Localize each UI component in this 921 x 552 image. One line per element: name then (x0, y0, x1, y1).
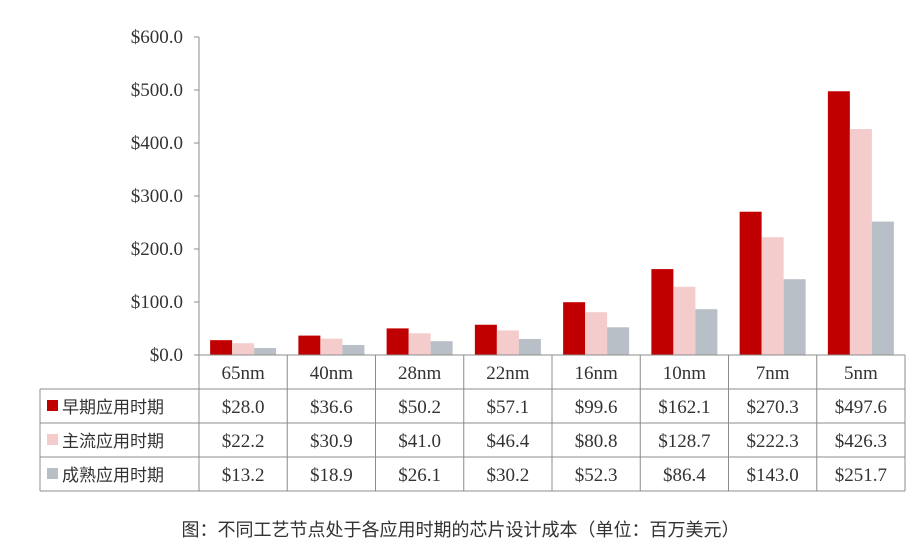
data-label: $52.3 (575, 465, 618, 486)
data-label: $222.3 (747, 431, 799, 452)
bar (585, 312, 608, 355)
legend-swatch (47, 434, 58, 445)
bar (342, 344, 365, 355)
x-tick-label: 10nm (663, 363, 707, 384)
y-tick-label: $300.0 (131, 186, 183, 207)
data-label: $86.4 (663, 465, 706, 486)
bar (695, 309, 718, 355)
bar (320, 338, 343, 355)
data-label: $28.0 (222, 397, 265, 418)
y-tick-label: $0.0 (150, 345, 183, 366)
data-label: $36.6 (310, 397, 353, 418)
y-tick-label: $100.0 (131, 292, 183, 313)
data-label: $30.2 (487, 465, 530, 486)
data-label: $50.2 (398, 397, 441, 418)
x-tick-label: 5nm (844, 363, 878, 384)
data-label: $143.0 (747, 465, 799, 486)
x-tick-label: 65nm (221, 363, 265, 384)
bar (518, 338, 541, 355)
data-label: $426.3 (835, 431, 887, 452)
bar (761, 237, 784, 355)
bar (607, 327, 630, 355)
bar (210, 340, 233, 355)
data-label: $162.1 (658, 397, 710, 418)
data-label: $46.4 (487, 431, 530, 452)
data-label: $99.6 (575, 397, 618, 418)
y-tick-label: $400.0 (131, 133, 183, 154)
bar (430, 341, 453, 355)
x-tick-label: 16nm (574, 363, 618, 384)
data-label: $30.9 (310, 431, 353, 452)
y-tick-label: $500.0 (131, 80, 183, 101)
x-tick-label: 22nm (486, 363, 530, 384)
x-tick-label: 40nm (310, 363, 354, 384)
legend-swatch (47, 400, 58, 411)
x-tick-label: 7nm (756, 363, 790, 384)
bar (849, 129, 872, 355)
bar (232, 343, 255, 355)
bar (408, 333, 431, 355)
data-label: $80.8 (575, 431, 618, 452)
bar (739, 211, 762, 355)
bar (563, 302, 586, 355)
bar (783, 279, 806, 355)
data-label: $57.1 (487, 397, 530, 418)
figure-caption: 图：不同工艺节点处于各应用时期的芯片设计成本（单位：百万美元） (181, 520, 740, 541)
legend-label: 早期应用时期 (62, 398, 164, 417)
data-label: $251.7 (835, 465, 887, 486)
bar-chart: $0.0 $100.0 $200.0 $300.0 $400.0 $500.0 $600.0… (39, 27, 906, 492)
bar (827, 91, 850, 355)
data-label: $13.2 (222, 465, 265, 486)
bar (254, 348, 277, 355)
legend-swatch (47, 468, 58, 479)
legend-label: 主流应用时期 (62, 432, 164, 451)
data-label: $128.7 (658, 431, 710, 452)
data-label: $22.2 (222, 431, 265, 452)
x-tick-label: 28nm (398, 363, 442, 384)
data-label: $270.3 (747, 397, 799, 418)
legend-label: 成熟应用时期 (62, 465, 164, 485)
data-label: $41.0 (398, 431, 441, 452)
bar (298, 335, 321, 355)
data-label: $497.6 (835, 397, 887, 418)
bar (474, 324, 497, 355)
bar (651, 269, 674, 355)
bar (496, 330, 519, 355)
data-label: $18.9 (310, 465, 353, 486)
data-label: $26.1 (398, 465, 441, 486)
bar (871, 221, 894, 355)
bar (386, 328, 409, 355)
bar (673, 286, 696, 355)
y-tick-label: $600.0 (131, 27, 183, 48)
y-tick-label: $200.0 (131, 239, 183, 260)
